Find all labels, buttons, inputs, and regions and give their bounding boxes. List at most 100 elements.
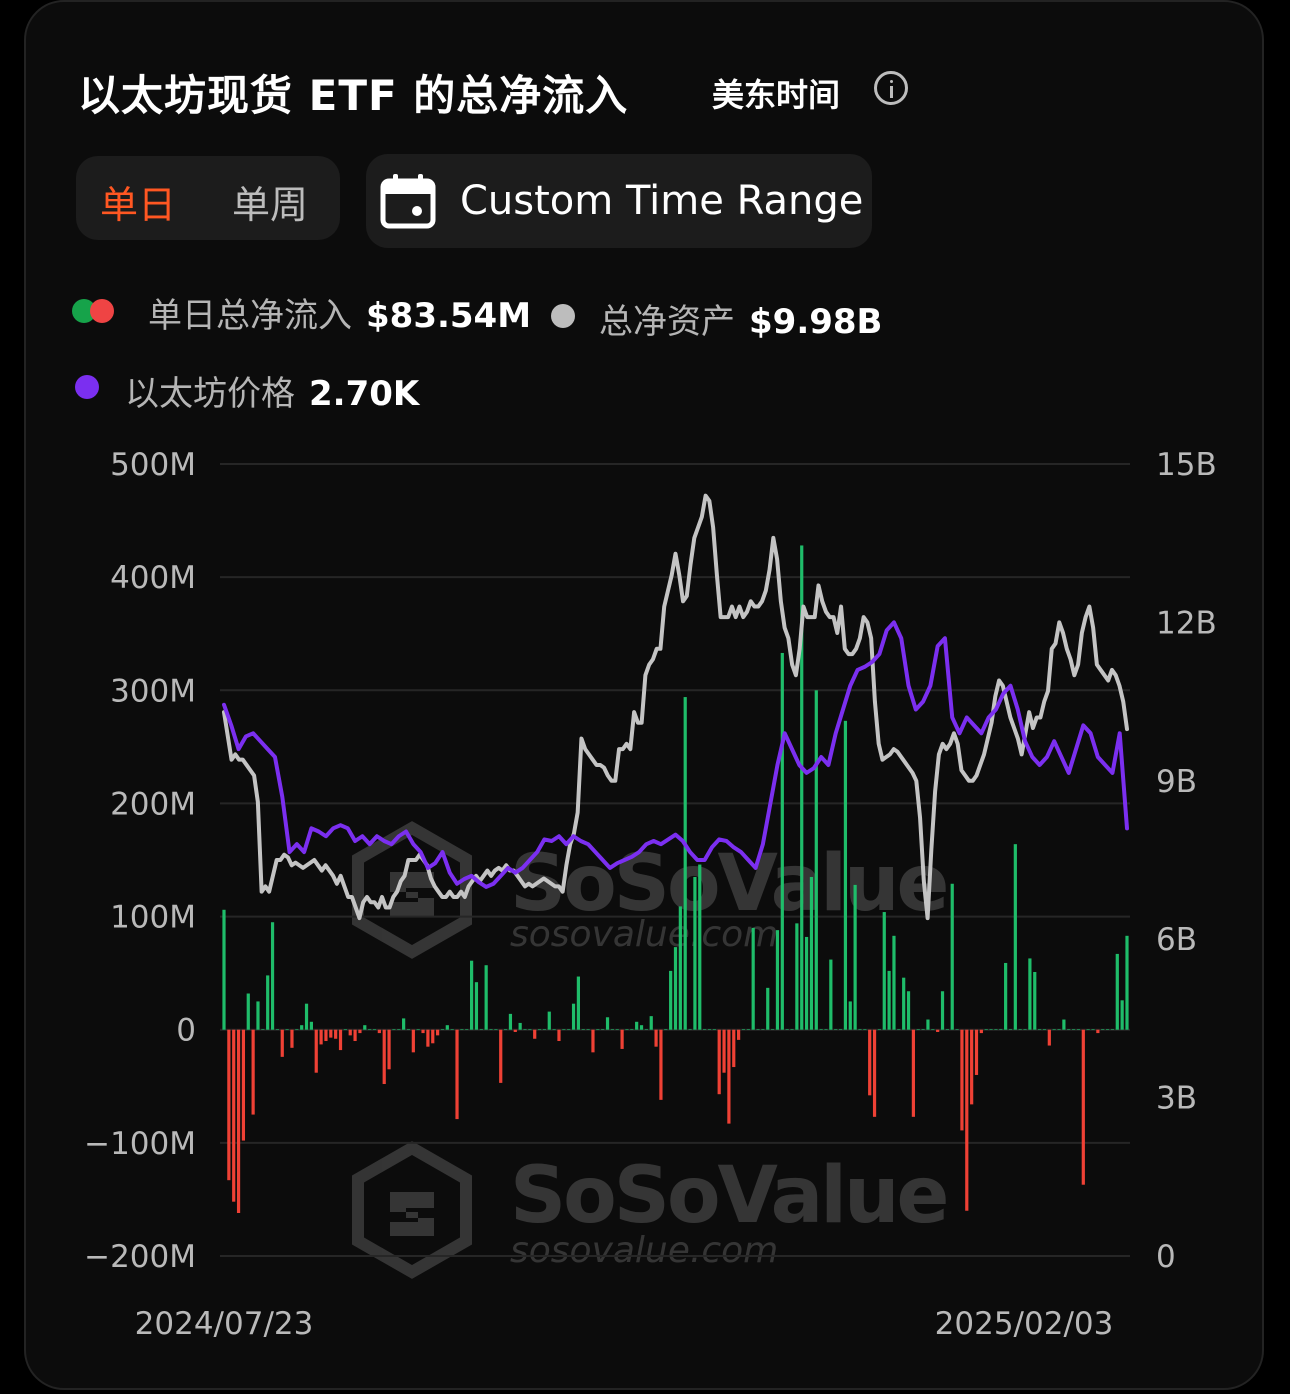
flow-bar bbox=[887, 970, 891, 1030]
flow-bar bbox=[601, 1029, 605, 1030]
flow-bar bbox=[542, 1029, 547, 1030]
flow-bar bbox=[858, 1029, 862, 1030]
tab-daily[interactable]: 单日 bbox=[100, 183, 177, 227]
flow-bar bbox=[916, 1029, 920, 1030]
legend-eth-price: 以太坊价格 2.70K bbox=[125, 366, 419, 415]
flow-bar bbox=[955, 1029, 959, 1030]
custom-time-range-label: Custom Time Range bbox=[460, 178, 864, 224]
flow-bar bbox=[343, 1029, 347, 1030]
flow-bar bbox=[586, 1029, 590, 1030]
flow-bar bbox=[1096, 1029, 1100, 1034]
flow-bar bbox=[732, 1029, 736, 1068]
watermark: SoSoValue sosovalue.com bbox=[352, 821, 950, 959]
flow-bar bbox=[1105, 1029, 1110, 1030]
flow-bar bbox=[1057, 1029, 1061, 1030]
flow-bar bbox=[751, 927, 755, 1030]
flow-bar bbox=[989, 1029, 993, 1030]
flow-bar bbox=[654, 1029, 658, 1047]
flow-bar bbox=[1013, 844, 1017, 1030]
flow-bar bbox=[319, 1029, 323, 1045]
flow-bar bbox=[1067, 1029, 1071, 1030]
flow-bar bbox=[727, 1029, 731, 1124]
flow-bar bbox=[266, 975, 270, 1030]
flow-bar bbox=[465, 1029, 469, 1030]
flow-bar bbox=[824, 1029, 828, 1030]
flow-bar bbox=[1042, 1029, 1047, 1030]
period-toggle: 单日 单周 bbox=[76, 156, 340, 240]
watermark-url: sosovalue.com bbox=[510, 1230, 778, 1271]
flow-bar bbox=[838, 1029, 843, 1030]
flow-bar bbox=[775, 930, 780, 1030]
flow-bar bbox=[304, 1003, 309, 1030]
flow-bar bbox=[1047, 1029, 1051, 1046]
tab-weekly[interactable]: 单周 bbox=[232, 183, 309, 227]
flow-bar bbox=[416, 1029, 420, 1030]
flow-bar bbox=[712, 1029, 716, 1030]
flow-bar bbox=[960, 1029, 964, 1131]
flow-bar bbox=[741, 1029, 746, 1030]
flow-bar bbox=[698, 864, 702, 1030]
flow-bar bbox=[1076, 1029, 1081, 1030]
flow-bar bbox=[965, 1029, 969, 1211]
left-axis-tick-label: 300M bbox=[110, 673, 196, 709]
custom-time-range-button[interactable]: Custom Time Range bbox=[366, 154, 872, 248]
watermarks: SoSoValue sosovalue.com SoSoValue sosova… bbox=[352, 821, 950, 1279]
page-title: 以太坊现货 ETF 的总净流入 bbox=[78, 71, 629, 120]
total-assets-line bbox=[222, 493, 1129, 921]
flow-bar bbox=[979, 1029, 983, 1034]
daily-flow-legend-icon bbox=[72, 298, 118, 324]
watermark-brand: SoSoValue bbox=[510, 1151, 947, 1241]
flow-bar bbox=[1008, 1029, 1013, 1030]
flow-bar bbox=[999, 1029, 1003, 1030]
right-axis-tick-label: 9B bbox=[1156, 764, 1197, 800]
flow-bar bbox=[421, 1029, 425, 1034]
flow-bar bbox=[1072, 1029, 1076, 1030]
flow-bar bbox=[703, 1029, 707, 1030]
legend-eth-price-value: 2.70K bbox=[309, 374, 420, 414]
flow-bar bbox=[615, 1029, 619, 1030]
flow-bar bbox=[591, 1029, 595, 1053]
flow-bar bbox=[503, 1029, 508, 1030]
flow-bar bbox=[1115, 953, 1119, 1030]
flow-bar bbox=[834, 1029, 838, 1030]
flow-bar bbox=[892, 935, 896, 1030]
flow-bar bbox=[300, 1025, 304, 1030]
flow-bar bbox=[1062, 1019, 1066, 1030]
flow-bar bbox=[649, 1016, 653, 1030]
flow-bar bbox=[241, 1029, 246, 1141]
flow-bar bbox=[1028, 958, 1032, 1030]
flow-bar bbox=[557, 1029, 561, 1042]
flow-bar bbox=[906, 991, 911, 1030]
flow-bar bbox=[843, 720, 848, 1030]
flow-bar bbox=[368, 1029, 372, 1030]
flow-bar bbox=[431, 1029, 435, 1044]
flow-bar bbox=[596, 1029, 600, 1030]
flow-bar bbox=[285, 1029, 289, 1030]
flow-bar bbox=[406, 1029, 411, 1030]
flow-bar bbox=[1120, 1000, 1124, 1030]
flow-bar bbox=[251, 1029, 255, 1115]
flow-bar bbox=[232, 1029, 236, 1202]
flow-bar bbox=[1086, 1029, 1090, 1030]
flow-bar bbox=[280, 1029, 284, 1057]
left-axis-tick-label: 0 bbox=[176, 1013, 196, 1049]
left-axis-tick-label: −200M bbox=[84, 1239, 196, 1275]
flow-bar bbox=[610, 1029, 614, 1030]
flow-bar bbox=[814, 690, 818, 1030]
flow-bar bbox=[576, 976, 580, 1030]
flow-bar bbox=[377, 1029, 381, 1034]
flow-bar bbox=[494, 1029, 498, 1030]
legend-daily-flow-value: $83.54M bbox=[366, 296, 532, 336]
legend-total-assets-name: 总净资产 bbox=[599, 302, 735, 342]
flow-bar bbox=[877, 1029, 881, 1030]
flow-bar bbox=[625, 1029, 629, 1030]
flow-bar bbox=[261, 1029, 265, 1030]
flow-bar bbox=[402, 1018, 406, 1030]
right-axis-tick-label: 12B bbox=[1156, 605, 1217, 641]
flow-bar bbox=[790, 1029, 794, 1030]
flow-bar bbox=[931, 1029, 935, 1030]
info-icon[interactable] bbox=[874, 71, 908, 105]
right-axis-tick-label: 0 bbox=[1156, 1239, 1176, 1275]
flow-bar bbox=[489, 1029, 493, 1030]
